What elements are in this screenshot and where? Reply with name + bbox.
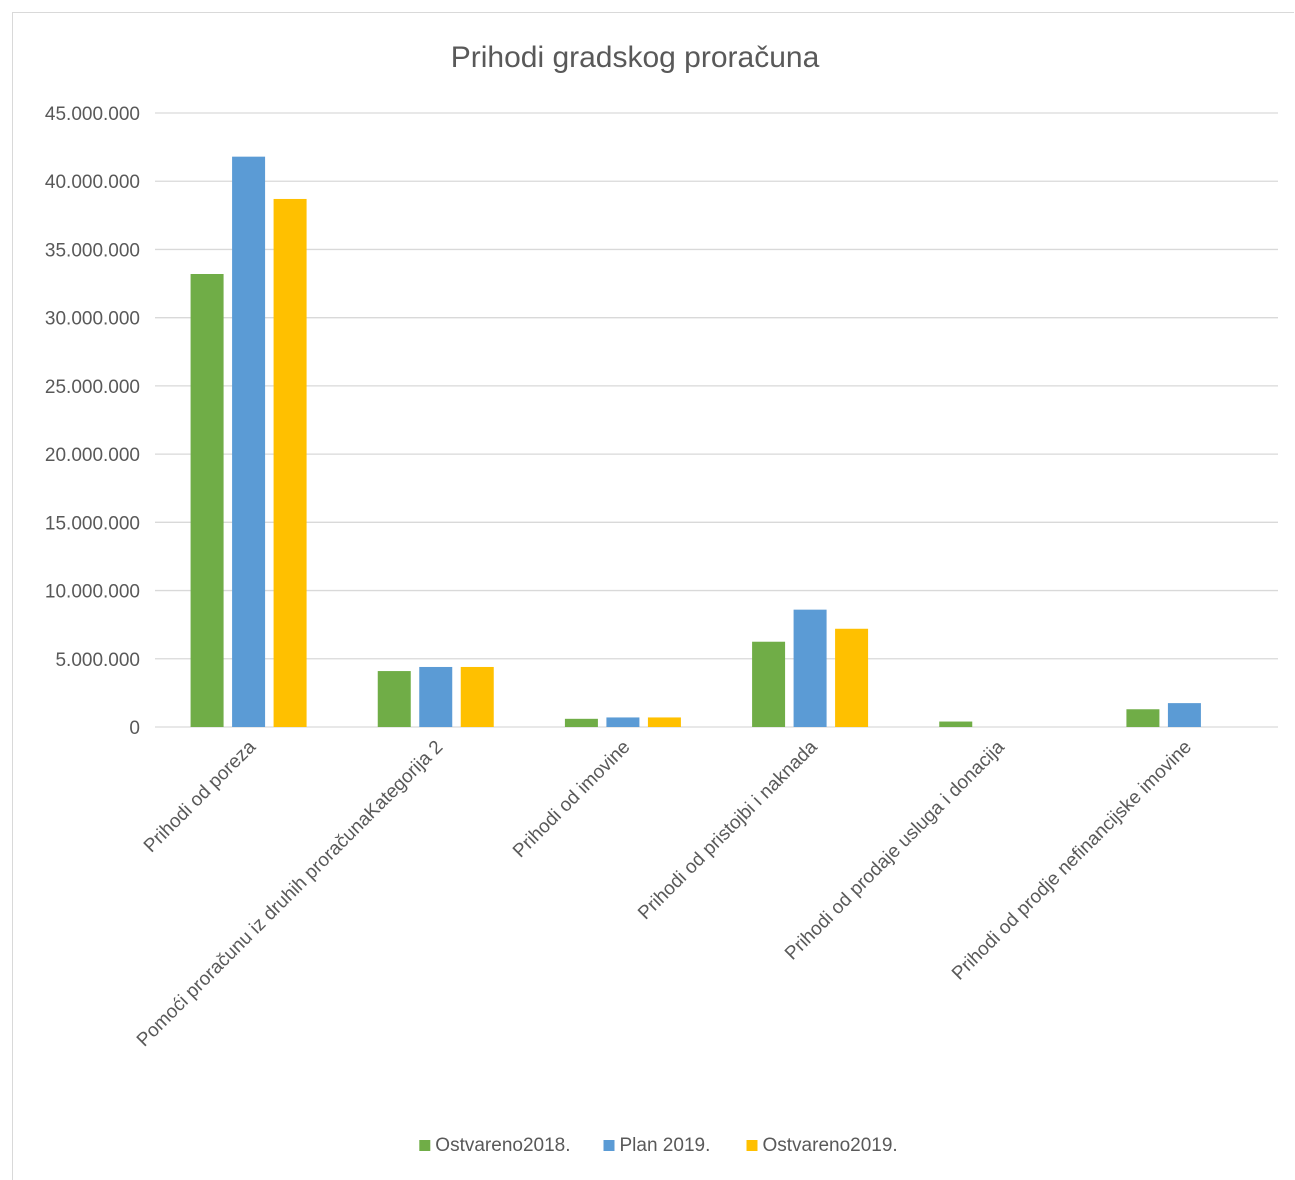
bars [190, 156, 1201, 727]
bar [647, 717, 681, 727]
y-tick-label: 45.000.000 [45, 104, 140, 125]
y-tick-label: 35.000.000 [45, 240, 140, 261]
x-tick-label: Pomoći proračunu iz druhih proračunaKate… [133, 737, 447, 1051]
bar [793, 609, 827, 727]
bar [460, 666, 494, 727]
bar [939, 721, 973, 727]
legend-label: Ostvareno2018. [435, 1135, 570, 1156]
bar [835, 628, 869, 727]
bar [190, 274, 224, 727]
bar [1167, 703, 1201, 727]
x-tick-label: Prihodi od poreza [140, 736, 260, 856]
y-tick-label: 10.000.000 [45, 582, 140, 603]
legend-item: Ostvareno2018. [419, 1135, 571, 1156]
legend-item: Plan 2019. [603, 1135, 711, 1156]
bar [273, 198, 307, 727]
y-tick-label: 40.000.000 [45, 172, 140, 193]
y-tick-label: 20.000.000 [45, 445, 140, 466]
y-tick-label: 0 [129, 718, 140, 739]
bar [419, 666, 453, 727]
bar [606, 717, 640, 727]
y-tick-label: 5.000.000 [55, 650, 140, 671]
bar [232, 156, 266, 727]
chart-frame [12, 12, 1294, 1180]
legend-swatch [419, 1140, 431, 1151]
y-tick-label: 15.000.000 [45, 513, 140, 534]
legend: Ostvareno2018. Plan 2019. Ostvareno2019. [419, 1135, 898, 1156]
legend-item: Ostvareno2019. [746, 1135, 898, 1156]
x-tick-label: Prihodi od pristojbi i naknada [634, 736, 822, 924]
gridlines [155, 112, 1278, 728]
x-tick-label: Prihodi od imovine [509, 737, 634, 862]
legend-swatch [746, 1140, 758, 1151]
y-tick-label: 30.000.000 [45, 309, 140, 330]
y-axis-labels: 0 5.000.000 10.000.000 15.000.000 20.000.000… [45, 104, 140, 739]
x-tick-label: Prihodi od prodaje usluga i donacija [781, 736, 1009, 964]
chart-title: Prihodi gradskog proračuna [451, 41, 820, 74]
bar [377, 671, 411, 727]
bar [752, 641, 786, 727]
bar [564, 718, 598, 727]
legend-swatch [603, 1140, 615, 1151]
bar [1126, 709, 1160, 727]
legend-label: Plan 2019. [620, 1135, 711, 1156]
y-tick-label: 25.000.000 [45, 377, 140, 398]
legend-label: Ostvareno2019. [763, 1135, 898, 1156]
